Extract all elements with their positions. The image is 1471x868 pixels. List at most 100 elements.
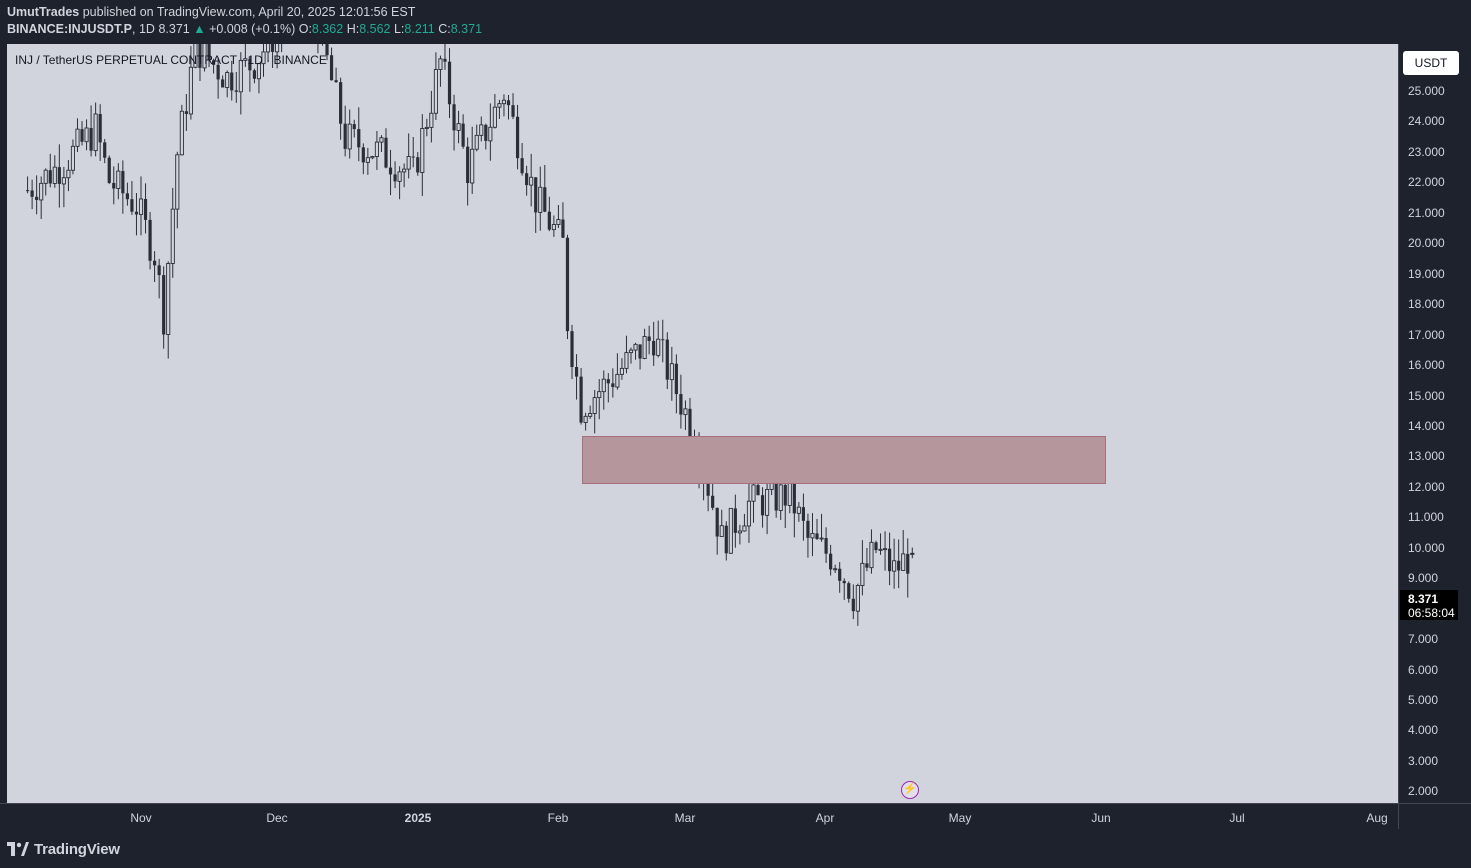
candle-body xyxy=(256,63,262,80)
candle-body xyxy=(238,59,243,93)
time-label: Dec xyxy=(266,811,288,825)
time-label: Nov xyxy=(130,811,152,825)
currency-button[interactable]: USDT xyxy=(1403,51,1459,75)
candle-body xyxy=(525,173,529,186)
tradingview-logo[interactable]: TradingView xyxy=(7,841,120,858)
candle-body xyxy=(265,44,271,53)
candle-body xyxy=(674,363,678,395)
candle-body xyxy=(901,553,906,571)
candle-body xyxy=(883,548,888,551)
price-label: 6.000 xyxy=(1408,662,1439,677)
time-axis[interactable]: Nov Dec 2025 Feb Mar Apr May Jun Jul Aug xyxy=(0,803,1471,830)
candle-body xyxy=(801,507,806,521)
candle-body xyxy=(865,563,869,568)
last-price-tag-value: 8.371 xyxy=(1408,592,1439,606)
symbol-name[interactable]: BINANCE:INJUSDT.P xyxy=(7,22,133,36)
candle-body xyxy=(121,171,125,194)
footer: TradingView xyxy=(0,829,1471,868)
axis-corner-divider xyxy=(1398,804,1399,830)
candle-body xyxy=(565,237,570,332)
candle-body xyxy=(756,484,760,496)
candle-body xyxy=(511,105,515,117)
candle-body xyxy=(452,104,456,131)
candle-body xyxy=(157,265,161,276)
candle-body xyxy=(833,568,838,571)
candle-body xyxy=(343,123,347,149)
candle-body xyxy=(162,275,166,335)
candle-body xyxy=(25,190,30,192)
price-label: 24.000 xyxy=(1408,114,1445,129)
price-label: 22.000 xyxy=(1408,175,1445,190)
candle-body xyxy=(851,598,855,612)
time-label: 2025 xyxy=(404,811,432,825)
candlestick-series xyxy=(25,44,915,626)
candle-body xyxy=(384,137,388,168)
candle-body xyxy=(89,127,93,151)
candle-body xyxy=(688,408,692,443)
candle-body xyxy=(98,114,102,143)
candle-body xyxy=(679,394,683,415)
candle-body xyxy=(669,363,674,381)
candle-body xyxy=(628,349,634,354)
price-label: 13.000 xyxy=(1408,449,1445,464)
candle-body xyxy=(715,507,719,537)
high-label: H: xyxy=(346,22,360,36)
low-label: L: xyxy=(393,22,405,36)
time-label: May xyxy=(948,811,972,825)
candle-body xyxy=(193,44,198,68)
candle-body xyxy=(656,338,661,356)
candle-body xyxy=(474,134,479,150)
chart-pane[interactable]: INJ / TetherUS PERPETUAL CONTRACT · 1D ·… xyxy=(7,44,1398,803)
candle-body xyxy=(633,343,638,351)
flash-icon[interactable]: ⚡ xyxy=(901,781,919,799)
candle-body xyxy=(379,137,384,143)
candle-body xyxy=(534,177,538,213)
candle-body xyxy=(751,484,756,502)
candle-body xyxy=(733,508,737,533)
candle-body xyxy=(402,168,407,173)
open-value: 8.362 xyxy=(311,22,344,36)
high-value: 8.562 xyxy=(359,22,391,36)
candle-body xyxy=(588,413,593,417)
candle-body xyxy=(134,211,139,215)
candle-body xyxy=(447,61,452,105)
candle-body xyxy=(225,72,230,88)
candle-body xyxy=(184,111,188,114)
candle-body xyxy=(443,58,447,62)
candle-body xyxy=(370,156,375,159)
candle-body xyxy=(361,147,365,163)
candle-body xyxy=(103,142,107,158)
candle-body xyxy=(234,90,238,92)
candle-body xyxy=(230,72,234,91)
last-price: 8.371 xyxy=(158,22,190,36)
candle-body xyxy=(765,489,770,516)
supply-zone-rectangle[interactable] xyxy=(582,436,1106,484)
candle-body xyxy=(252,70,257,79)
author-name[interactable]: UmutTrades xyxy=(7,5,80,19)
candle-body xyxy=(416,157,420,173)
candle-body xyxy=(897,560,901,571)
last-price-tag: 8.371 06:58:04 xyxy=(1400,590,1458,620)
candle-body xyxy=(75,128,80,147)
candle-body xyxy=(520,158,524,174)
candle-body xyxy=(116,170,121,189)
candle-body xyxy=(570,331,574,368)
interval: 1D xyxy=(138,22,155,36)
time-label: Aug xyxy=(1366,811,1388,825)
price-axis[interactable]: USDT 25.000 24.000 23.000 22.000 21.000 20.00… xyxy=(1398,44,1471,803)
candle-body xyxy=(506,100,511,106)
candle-body xyxy=(198,44,202,68)
chart-title: INJ / TetherUS PERPETUAL CONTRACT · 1D ·… xyxy=(15,53,327,67)
price-label: 16.000 xyxy=(1408,358,1445,373)
candle-body xyxy=(406,156,411,170)
candle-body xyxy=(488,126,493,142)
candle-body xyxy=(647,336,651,341)
candle-body xyxy=(388,167,393,175)
time-label: Mar xyxy=(674,811,696,825)
candle-body xyxy=(888,548,892,572)
candle-body xyxy=(143,198,148,220)
candle-body xyxy=(148,219,152,261)
time-label: Jul xyxy=(1229,811,1245,825)
price-label: 12.000 xyxy=(1408,479,1445,494)
candle-body xyxy=(760,495,765,516)
